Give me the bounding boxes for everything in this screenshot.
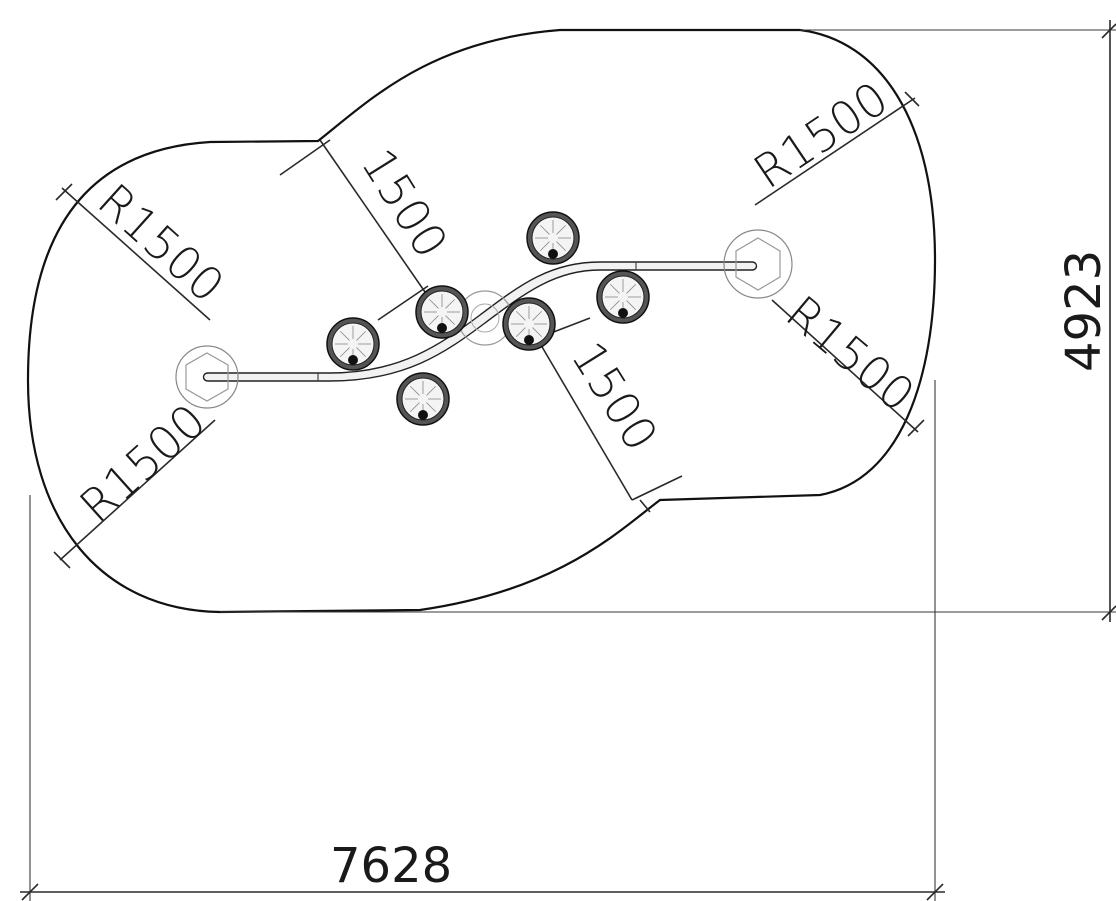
stepping-disc xyxy=(596,270,650,324)
balance-rail xyxy=(202,261,758,382)
end-pole-right xyxy=(723,229,793,299)
stepping-discs xyxy=(326,211,650,426)
width-dimension: 7628 xyxy=(20,380,945,901)
radius-top-left-label: R1500 xyxy=(88,173,235,313)
radius-dimension-top-right: R1500 xyxy=(744,71,920,206)
radius-top-right-label: R1500 xyxy=(744,71,898,199)
stepping-disc xyxy=(502,297,556,351)
stepping-disc xyxy=(396,372,450,426)
stepping-disc xyxy=(415,285,469,339)
radius-right-label: R1500 xyxy=(776,285,925,422)
stepping-disc xyxy=(326,317,380,371)
clearance-upper-label: 1500 xyxy=(351,139,459,267)
radius-bottom-left-label: R1500 xyxy=(69,393,216,533)
radius-dimension-right: R1500 xyxy=(771,285,925,437)
clearance-lower-label: 1500 xyxy=(561,332,669,460)
height-dimension-label: 4923 xyxy=(1056,250,1112,372)
stepping-disc xyxy=(526,211,580,265)
end-pole-left xyxy=(175,345,239,409)
height-dimension: 4923 xyxy=(220,20,1116,622)
clearance-dimension-lower: 1500 xyxy=(537,317,683,513)
radius-dimension-bottom-left: R1500 xyxy=(53,393,216,569)
width-dimension-label: 7628 xyxy=(330,838,452,894)
